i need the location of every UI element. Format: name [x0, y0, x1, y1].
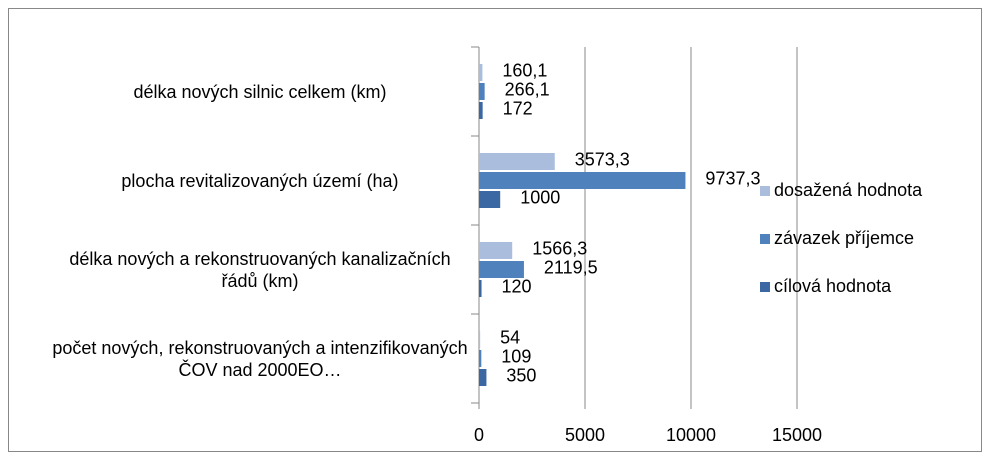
data-label: 266,1 [505, 79, 550, 99]
bar [479, 331, 481, 348]
bar [479, 242, 513, 259]
data-label: 3573,3 [575, 149, 630, 169]
x-tick-label: 0 [474, 425, 484, 445]
data-label: 2119,5 [544, 257, 598, 277]
bar [479, 83, 485, 100]
bar [479, 191, 501, 208]
chart-border [8, 8, 982, 452]
legend-label: závazek příjemce [774, 228, 914, 248]
legend-swatch [760, 282, 770, 292]
bar [479, 280, 482, 297]
data-label: 1566,3 [532, 238, 587, 258]
bar [479, 369, 487, 386]
category-label: plocha revitalizovaných území (ha) [121, 170, 399, 191]
legend-label: dosažená hodnota [774, 180, 923, 200]
data-label: 120 [502, 276, 532, 296]
data-label: 350 [506, 365, 536, 385]
data-label: 1000 [520, 187, 560, 207]
bar [479, 153, 555, 170]
bar [479, 102, 483, 119]
legend-swatch [760, 186, 770, 196]
bar [479, 350, 482, 367]
data-label: 172 [503, 98, 533, 118]
data-label: 109 [501, 346, 531, 366]
category-label: počet nových, rekonstruovaných a intenzi… [52, 337, 468, 380]
data-label: 9737,3 [705, 168, 760, 188]
x-tick-label: 5000 [565, 425, 605, 445]
x-tick-label: 15000 [772, 425, 822, 445]
data-label: 160,1 [502, 60, 547, 80]
data-label: 54 [500, 327, 520, 347]
category-label: délka nových silnic celkem (km) [133, 81, 387, 102]
legend-label: cílová hodnota [774, 276, 892, 296]
category-label: délka nových a rekonstruovaných kanaliza… [69, 248, 451, 291]
bar [479, 64, 483, 81]
bar [479, 261, 524, 278]
x-tick-label: 10000 [666, 425, 716, 445]
legend-swatch [760, 234, 770, 244]
bar [479, 172, 686, 189]
